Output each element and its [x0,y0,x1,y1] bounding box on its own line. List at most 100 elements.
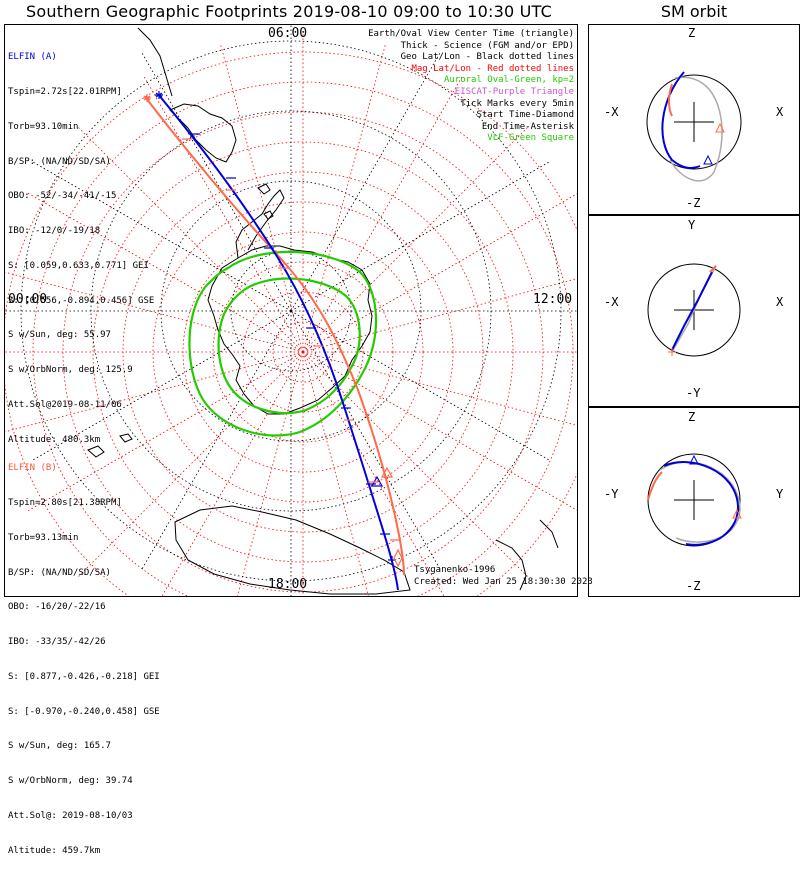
legend-item: Geo Lat/Lon - Black dotted lines [400,52,574,63]
elfin-a-line: B/SP: (NA/ND/SD/SA) [8,156,111,167]
south-america-coast [137,27,173,97]
elfin-a-line: Att.Sol@2019-08-11/06 [8,400,122,410]
geo-lat-circle [20,40,562,582]
elfin-a-line: Altitude: 480.3km [8,434,101,445]
mag-lon-line [219,42,304,353]
islands [87,183,274,458]
orbit-yz-left-label: -Y [604,487,619,501]
mag-lon-line [161,351,304,596]
elfin-b-line: IBO: -33/35/-42/26 [8,637,106,648]
elfin-a-tick-marks [155,91,396,564]
elfin-a-line: S w/OrbNorm, deg: 125.9 [8,365,133,376]
mag-lon-line [302,42,387,353]
sm-orbit-title: SM orbit [660,2,728,21]
elfin-b-line: Att.Sol@: 2019-08-10/03 [8,811,133,821]
elfin-b-line: Torb=93.13min [8,532,79,543]
elfin-b-line: B/SP: (NA/ND/SD/SA) [8,567,111,578]
mag-lon-line [302,351,445,596]
elfin-a-name: ELFIN (A) [8,52,57,63]
mag-lat-circle [32,81,574,596]
geo-lat-circle [160,180,422,442]
mag-lon-line [76,125,304,353]
orbit-yz-top-label: Z [688,410,695,424]
elfin-b-line: Tspin=2.80s[21.38RPM] [8,497,122,508]
mag-lon-line [5,271,304,353]
new-zealand-coast [495,519,559,591]
australia-coast [174,505,411,595]
auroral-oval-outer [188,250,378,437]
orbit-xz-bottom-label: -Z [686,196,700,210]
time-label-left: 00:00 [8,292,48,307]
created-label: Created: Wed Jan 25 18:30:30 2023 [414,577,593,587]
elfin-a-line: S: [0.059,0.633,0.771] GEI [8,260,149,271]
elfin-a-line: S w/Sun, deg: 55.97 [8,330,111,341]
orbit-panel-xy: Y -Y -X X [604,218,784,400]
south-america-tip [169,103,237,163]
elfin-a-line: Tspin=2.72s[22.01RPM] [8,86,122,97]
mag-lon-line [302,351,577,511]
legend-item: EISCAT-Purple Triangle [454,86,574,97]
mag-lon-line [302,278,577,353]
mag-lon-line [302,351,577,426]
orbit-xz-left-label: -X [604,105,619,119]
mag-lat-circle [272,321,334,383]
orbit-xy-top-label: Y [688,218,696,232]
mag-lon-line [25,351,304,513]
elfin-a-line: OBO: -52/-34/-41/-15 [8,191,117,202]
legend-item: Thick - Science (FGM and/or EPD) [400,40,574,51]
mag-lon-line [302,74,464,353]
time-label-right: 12:00 [533,292,573,307]
auroral-oval-inner [217,277,361,415]
mag-lat-circle [212,261,394,443]
elfin-b-name: ELFIN (B) [8,463,57,474]
time-label-bottom: 18:00 [268,577,308,592]
mag-lat-circle [152,201,454,503]
orbit-xy-bottom-label: -Y [686,386,701,400]
elfin-a-line: IBO: -12/0/-19/18 [8,226,101,237]
orbit-panel-xz: Z -Z -X X [604,26,784,210]
mag-lon-line [237,351,304,596]
elfin-b-line: S: [-0.970,-0.240,0.458] GSE [8,706,160,717]
geo-mag-grid [5,25,577,596]
legend-item: Earth/Oval View Center Time (triangle) [368,29,574,39]
antarctic-peninsula [235,189,285,259]
legend-item: Mag Lat/Lon - Red dotted lines [411,63,574,74]
time-label-top: 06:00 [268,26,308,41]
mag-lon-line [302,193,577,353]
elfin-b-line: OBO: -16/20/-22/16 [8,602,106,613]
legend-item: Auroral Oval-Green, kp=2 [443,75,574,86]
footprint-map-frame [4,24,578,597]
map-legend: Earth/Oval View Center Time (triangle) T… [368,29,574,145]
elfin-b-tick-marks [143,94,403,568]
mag-lat-circle [92,141,514,563]
elfin-a-line: S: [0.556,-0.894,0.456] GSE [8,295,155,306]
mag-lon-line [142,74,304,353]
legend-item: Start Time-Diamond [476,110,574,121]
plot-title: Southern Geographic Footprints 2019-08-1… [26,2,552,21]
legend-item: Tick Marks every 5min [460,98,574,109]
legend-item: VLF-Green Square [487,133,574,144]
orbit-yz-bottom-label: -Z [686,579,700,593]
elfin-b-line: S w/OrbNorm, deg: 39.74 [8,776,133,787]
orbit-yz-right-label: Y [776,487,784,501]
legend-item: End Time-Asterisk [481,121,574,132]
elfin-b-line: Altitude: 459.7km [8,845,101,856]
orbit-xy-left-label: -X [604,295,619,309]
model-label: Tsyganenko-1996 [414,565,496,575]
elfin-b-track [145,97,405,576]
orbit-xy-right-label: X [776,295,784,309]
mag-lon-line [302,351,530,579]
elfin-a-info: ELFIN (A) Tspin=2.72s[22.01RPM] Torb=93.… [8,29,154,458]
sm-orbit-panels: Z -Z -X X Y -Y -X X Z -Z -Y Y [604,26,784,593]
orbit-xz-right-label: X [776,105,784,119]
orbit-panel-yz: Z -Z -Y Y [604,410,784,593]
elfin-a-line: Torb=93.10min [8,121,79,132]
mag-lon-line [76,351,304,579]
mag-lon-line [25,191,304,353]
elfin-b-line: S: [0.877,-0.426,-0.218] GEI [8,671,160,682]
elfin-b-line: S w/Sun, deg: 165.7 [8,741,111,752]
footprint-map [5,25,577,596]
elfin-a-track [157,93,399,591]
orbit-xz-top-label: Z [688,26,695,40]
antarctica-landmass [207,245,373,415]
